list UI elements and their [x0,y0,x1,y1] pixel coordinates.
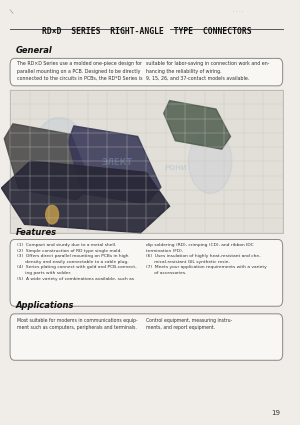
Text: 19: 19 [271,410,280,416]
Text: ЭЛЕКТ: ЭЛЕКТ [102,158,133,167]
Bar [10,90,283,233]
Text: Control equipment, measuring instru-
ments, and report equipment.: Control equipment, measuring instru- men… [146,318,232,330]
Circle shape [30,117,88,202]
Text: suitable for labor-saving in connection work and en-
hancing the reliability of : suitable for labor-saving in connection … [146,61,270,81]
Text: . . . .: . . . . [233,8,244,13]
FancyBboxPatch shape [10,58,283,86]
Text: РОНИ: РОНИ [164,165,187,171]
Text: dip soldering (RD), crimping (CD), and ribbon IDC
termination (FD).
(6)  Uses in: dip soldering (RD), crimping (CD), and r… [146,243,267,275]
Text: General: General [16,46,52,55]
Polygon shape [4,124,91,200]
Text: Most suitable for modems in communications equip-
ment such as computers, periph: Most suitable for modems in communicatio… [17,318,138,330]
Circle shape [46,205,58,224]
Circle shape [188,130,232,193]
FancyBboxPatch shape [10,240,283,306]
Text: The RD×D Series use a molded one-piece design for
parallel mounting on a PCB. De: The RD×D Series use a molded one-piece d… [17,61,143,81]
Text: RD×D  SERIES  RIGHT-ANGLE  TYPE  CONNECTORS: RD×D SERIES RIGHT-ANGLE TYPE CONNECTORS [42,27,251,36]
Text: Features: Features [16,227,57,237]
FancyBboxPatch shape [10,314,283,360]
Text: Applications: Applications [16,301,74,310]
Text: (1)  Compact and sturdy due to a metal shell.
(2)  Simple construction of RD typ: (1) Compact and sturdy due to a metal sh… [17,243,137,281]
Polygon shape [68,126,161,204]
Polygon shape [2,161,169,233]
Polygon shape [164,101,230,149]
